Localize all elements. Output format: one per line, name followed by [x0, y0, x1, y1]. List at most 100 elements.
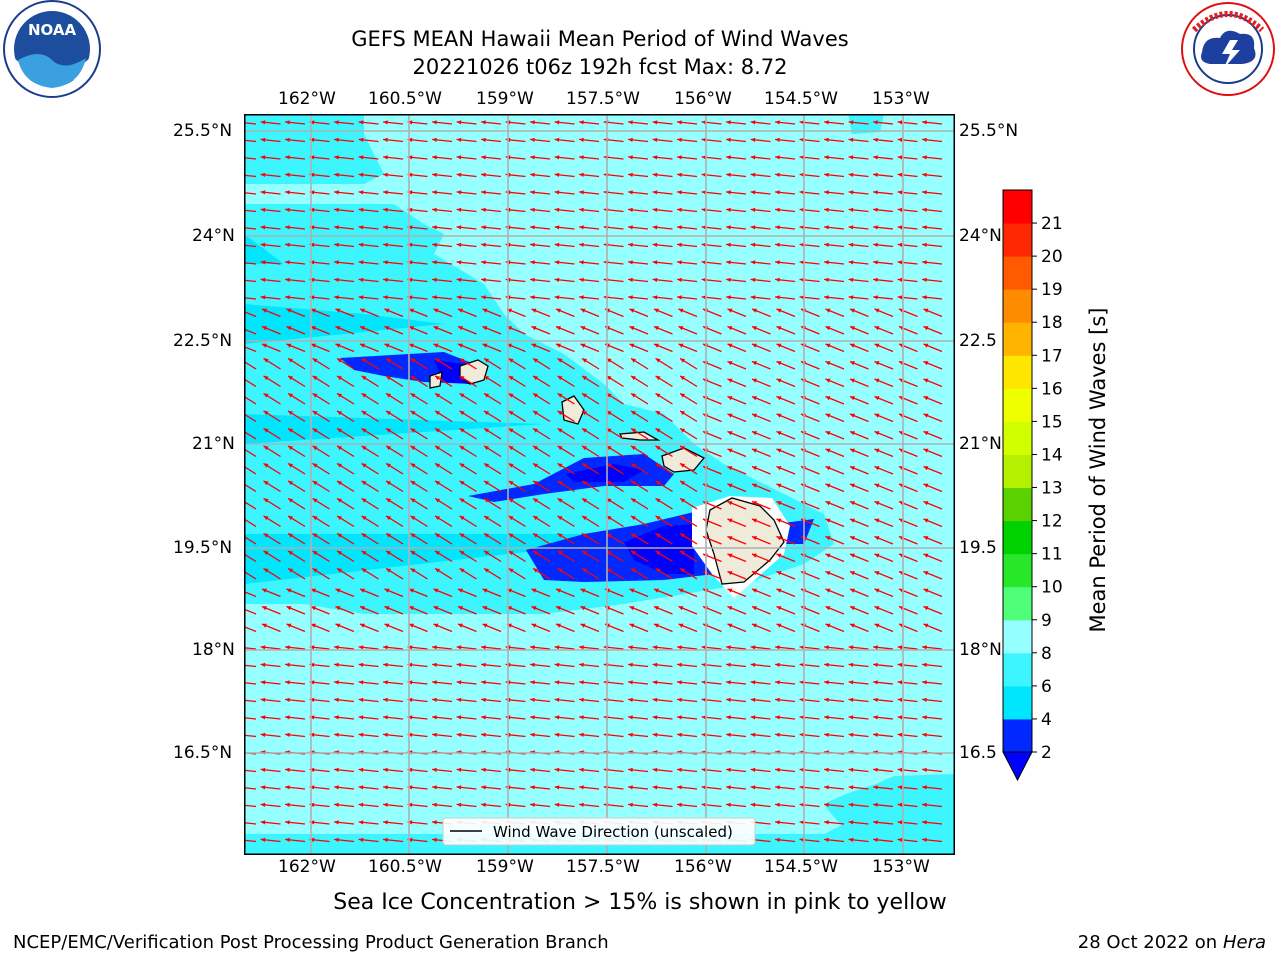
wave-direction-arrowhead: [408, 606, 414, 611]
wave-direction-arrowhead: [849, 553, 855, 558]
wave-direction-arrowhead: [775, 242, 780, 248]
colorbar-segment: [1003, 322, 1032, 356]
wave-direction-arrowhead: [433, 308, 439, 313]
wave-direction-arrowhead: [361, 393, 367, 398]
lon-tick-top: 159°W: [476, 89, 534, 109]
wave-direction-arrowhead: [554, 242, 560, 248]
wave-direction-arrowhead: [799, 207, 805, 213]
wave-direction-arrowhead: [383, 242, 388, 248]
wave-direction-arrowhead: [677, 120, 682, 125]
wave-direction-arrowhead: [433, 588, 439, 593]
wave-direction-arrowhead: [309, 802, 315, 808]
wave-direction-arrow: [244, 483, 257, 493]
wave-direction-arrowhead: [775, 820, 780, 825]
wave-direction-arrowhead: [579, 190, 584, 195]
wave-direction-arrowhead: [263, 463, 269, 468]
wave-direction-arrowhead: [361, 410, 367, 416]
wave-direction-arrowhead: [727, 536, 733, 541]
wave-direction-arrowhead: [508, 498, 514, 503]
wave-direction-arrowhead: [579, 662, 584, 668]
wave-direction-arrowhead: [263, 480, 269, 486]
wave-direction-arrowhead: [484, 480, 490, 486]
wave-direction-arrowhead: [873, 207, 878, 213]
wave-direction-arrowhead: [874, 518, 880, 523]
wave-direction-arrowhead: [288, 533, 294, 538]
wave-direction-arrowhead: [260, 295, 266, 300]
wave-direction-arrowhead: [922, 295, 927, 300]
wave-direction-arrowhead: [337, 550, 343, 556]
wave-direction-arrowhead: [652, 172, 658, 178]
wave-direction-arrowhead: [726, 260, 731, 265]
wave-direction-arrowhead: [530, 697, 535, 703]
wave-direction-arrowhead: [557, 515, 563, 521]
wave-direction-arrowhead: [484, 463, 490, 468]
wave-direction-arrowhead: [557, 533, 563, 538]
colorbar-segment: [1003, 256, 1032, 290]
wave-direction-arrowhead: [677, 715, 682, 720]
wave-direction-arrowhead: [751, 343, 757, 348]
period-8-9-lower-band: [244, 614, 955, 834]
wave-period-map[interactable]: Wind Wave Direction (unscaled): [244, 114, 955, 855]
wave-direction-arrowhead: [554, 662, 560, 668]
wave-direction-arrowhead: [825, 623, 831, 628]
wave-direction-arrowhead: [459, 568, 465, 573]
wave-direction-arrowhead: [874, 466, 880, 471]
wave-direction-arrowhead: [359, 326, 365, 331]
wave-direction-arrowhead: [457, 606, 463, 611]
wave-direction-arrowhead: [652, 120, 658, 125]
wave-direction-arrowhead: [631, 445, 637, 451]
wave-direction-arrowhead: [481, 785, 486, 790]
wave-direction-arrowhead: [628, 732, 633, 738]
wave-direction-arrowhead: [825, 326, 831, 331]
wave-direction-arrowhead: [386, 533, 392, 538]
wave-direction-arrowhead: [677, 645, 682, 650]
wave-direction-arrowhead: [652, 137, 658, 143]
wave-direction-arrowhead: [848, 172, 854, 178]
wave-direction-arrowhead: [873, 802, 878, 808]
wave-direction-arrowhead: [285, 697, 290, 703]
wave-direction-arrowhead: [410, 375, 416, 381]
wave-direction-arrowhead: [435, 410, 441, 416]
wave-direction-arrowhead: [481, 120, 486, 125]
wave-direction-arrowhead: [873, 837, 878, 843]
wave-direction-arrowhead: [652, 225, 658, 230]
wave-direction-arrowhead: [435, 515, 441, 521]
wave-direction-arrowhead: [285, 785, 290, 790]
wave-direction-arrowhead: [309, 645, 315, 650]
wave-direction-arrowhead: [775, 225, 780, 230]
wave-direction-arrowhead: [579, 802, 584, 808]
wave-direction-arrowhead: [701, 190, 707, 195]
wave-direction-arrowhead: [923, 396, 929, 401]
map-frame: [244, 114, 955, 855]
wave-direction-arrowhead: [923, 623, 929, 628]
wave-direction-arrowhead: [873, 190, 878, 195]
wave-direction-arrowhead: [358, 785, 364, 790]
wave-direction-arrowhead: [484, 515, 490, 521]
wave-direction-arrowhead: [433, 326, 439, 331]
wave-direction-arrowhead: [579, 295, 584, 300]
wave-direction-arrowhead: [358, 680, 364, 685]
wave-direction-arrowhead: [554, 697, 560, 703]
wave-direction-arrowhead: [310, 326, 316, 331]
wave-direction-arrowhead: [897, 155, 903, 160]
noaa-logo-text: NOAA: [28, 21, 77, 39]
wave-direction-arrowhead: [873, 242, 878, 248]
wave-direction-arrowhead: [849, 536, 855, 541]
wave-direction-arrowhead: [775, 207, 780, 213]
wave-direction-arrowhead: [874, 308, 880, 313]
wave-direction-arrowhead: [631, 410, 637, 416]
wave-direction-arrowhead: [775, 715, 780, 720]
wave-direction-arrowhead: [335, 623, 341, 628]
wave-direction-arrowhead: [873, 260, 878, 265]
wave-direction-arrowhead: [531, 588, 537, 593]
wave-direction-arrowhead: [799, 120, 805, 125]
wave-direction-arrowhead: [457, 308, 463, 313]
wave-direction-arrowhead: [874, 483, 880, 488]
wave-direction-arrowhead: [285, 662, 290, 668]
wave-direction-arrowhead: [579, 260, 584, 265]
wave-direction-arrowhead: [799, 277, 805, 283]
wave-direction-arrowhead: [407, 715, 413, 720]
wave-direction-arrowhead: [435, 463, 441, 468]
wave-direction-arrowhead: [776, 396, 782, 401]
wave-direction-arrowhead: [285, 645, 290, 650]
